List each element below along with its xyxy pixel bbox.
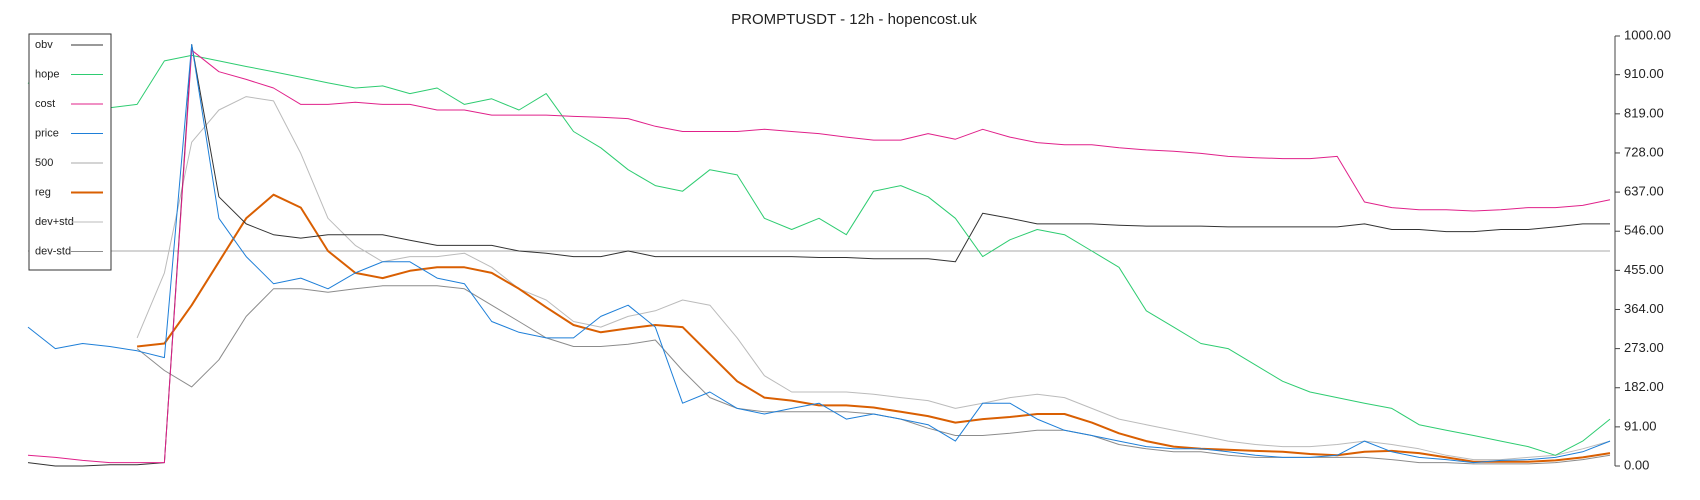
series-line xyxy=(27,44,1611,464)
series-line xyxy=(27,49,1611,464)
legend-label: reg xyxy=(35,186,51,198)
y-tick-label: 273.00 xyxy=(1624,340,1664,355)
y-tick-label: 1000.00 xyxy=(1624,27,1671,42)
y-tick-label: 364.00 xyxy=(1624,301,1664,316)
series-line xyxy=(136,96,1611,461)
y-tick-label: 0.00 xyxy=(1624,457,1649,472)
y-tick-label: 637.00 xyxy=(1624,184,1664,199)
y-tick-label: 546.00 xyxy=(1624,223,1664,238)
series-line xyxy=(27,54,1611,456)
series-line xyxy=(136,193,1611,463)
legend-label: obv xyxy=(35,39,53,51)
legend-label: 500 xyxy=(35,157,53,169)
legend-label: cost xyxy=(35,98,55,110)
y-tick-label: 91.00 xyxy=(1624,418,1657,433)
legend-label: hope xyxy=(35,68,59,80)
y-tick-label: 819.00 xyxy=(1624,105,1664,120)
y-tick-label: 728.00 xyxy=(1624,144,1664,159)
legend-label: dev-std xyxy=(35,245,71,257)
legend-label: dev+std xyxy=(35,216,74,228)
legend-label: price xyxy=(35,127,59,139)
series-line xyxy=(136,285,1611,465)
y-tick-label: 910.00 xyxy=(1624,66,1664,81)
chart-title: PROMPTUSDT - 12h - hopencost.uk xyxy=(731,11,977,28)
y-tick-label: 455.00 xyxy=(1624,262,1664,277)
series-line xyxy=(27,44,1610,467)
legend: obv hope cost price 500 reg dev+std dev-std xyxy=(28,33,112,271)
y-tick-label: 182.00 xyxy=(1624,379,1664,394)
legend-box xyxy=(28,33,112,271)
